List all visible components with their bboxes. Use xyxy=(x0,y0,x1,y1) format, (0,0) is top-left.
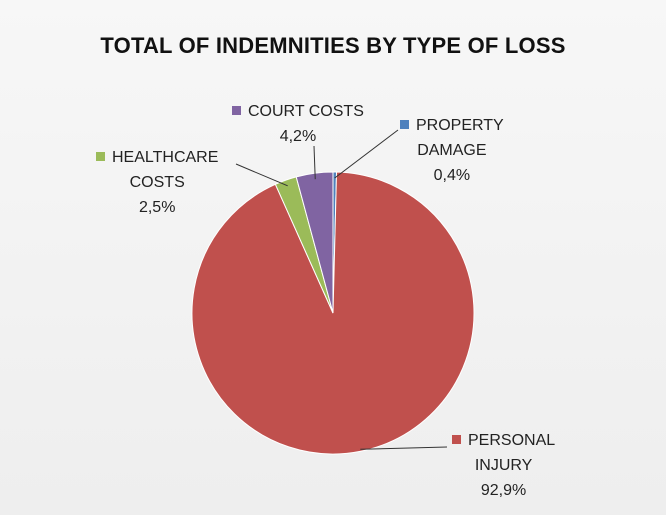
leader-line-personal-injury xyxy=(360,446,448,450)
leader-line-court-costs xyxy=(313,145,316,180)
leader-line-property-damage xyxy=(334,129,399,179)
pie-slice-court-costs xyxy=(295,171,334,314)
legend-swatch-personal-injury xyxy=(452,435,461,444)
legend-swatch-healthcare-costs xyxy=(96,152,105,161)
slice-label-personal-injury: PERSONAL INJURY 92,9% xyxy=(452,428,555,503)
leader-line-healthcare-costs xyxy=(235,163,288,187)
slice-label-property-damage: PROPERTY DAMAGE 0,4% xyxy=(400,113,504,188)
legend-swatch-property-damage xyxy=(400,120,409,129)
chart-title: TOTAL OF INDEMNITIES BY TYPE OF LOSS xyxy=(100,33,566,58)
legend-swatch-court-costs xyxy=(232,106,241,115)
slice-label-healthcare-costs: HEALTHCARE COSTS 2,5% xyxy=(96,145,218,220)
slice-label-court-costs: COURT COSTS 4,2% xyxy=(232,99,364,149)
